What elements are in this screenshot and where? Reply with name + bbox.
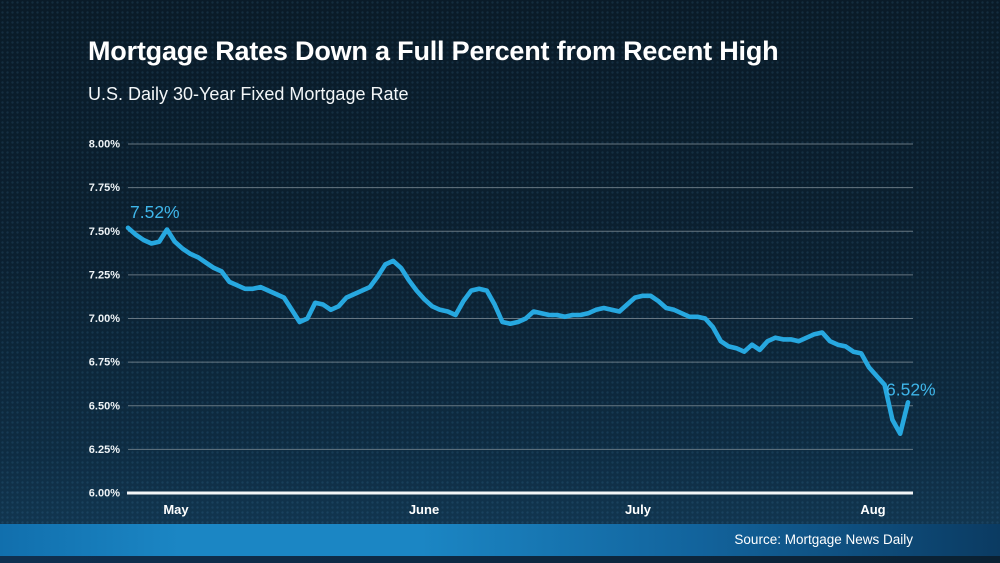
x-axis-tick-label: July: [625, 502, 652, 517]
end-value-annotation: 6.52%: [886, 379, 936, 399]
start-value-annotation: 7.52%: [130, 202, 180, 222]
y-axis-tick-label: 7.50%: [89, 226, 120, 238]
x-axis-tick-label: June: [409, 502, 439, 517]
bottom-strip: [0, 556, 1000, 563]
y-axis-tick-label: 6.00%: [89, 488, 120, 500]
y-axis-tick-label: 6.75%: [89, 357, 120, 369]
x-axis-tick-label: May: [163, 502, 189, 517]
y-axis-tick-label: 6.50%: [89, 400, 120, 412]
y-axis-tick-label: 8.00%: [89, 139, 120, 151]
x-axis-tick-label: Aug: [860, 502, 885, 517]
y-axis-tick-label: 7.00%: [89, 313, 120, 325]
footer-bar: Source: Mortgage News Daily: [0, 524, 1000, 556]
y-axis-tick-label: 6.25%: [89, 444, 120, 456]
chart-title: Mortgage Rates Down a Full Percent from …: [88, 36, 779, 66]
source-label: Source: Mortgage News Daily: [734, 532, 913, 547]
y-axis-tick-label: 7.25%: [89, 269, 120, 281]
rate-line: [125, 225, 911, 437]
y-axis-tick-label: 7.75%: [89, 182, 120, 194]
chart-subtitle: U.S. Daily 30-Year Fixed Mortgage Rate: [88, 84, 409, 104]
